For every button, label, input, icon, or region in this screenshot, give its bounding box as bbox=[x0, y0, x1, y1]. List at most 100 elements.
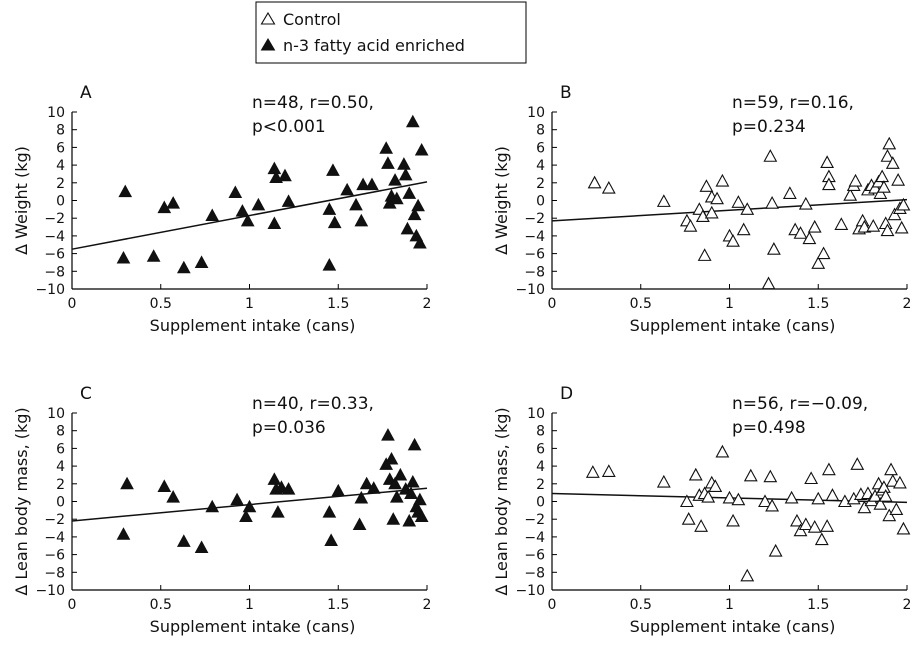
panel-a-data-point bbox=[251, 197, 266, 211]
panel-a-data-point bbox=[176, 260, 191, 274]
panel-b-y-tick-label: 10 bbox=[527, 105, 545, 121]
panel-d-data-point bbox=[804, 471, 819, 485]
panel-a-stat-line-1: n=48, r=0.50, bbox=[252, 93, 374, 113]
panel-a-data-point bbox=[411, 198, 425, 212]
panel-d-data-point bbox=[868, 489, 882, 502]
panel-a-regression-line bbox=[71, 181, 428, 250]
panel-d-data-point bbox=[601, 464, 616, 477]
panel-b-x-tick-label: 0 bbox=[548, 296, 557, 312]
panel-b-data-point bbox=[843, 188, 858, 201]
panel-b-y-axis-title: Δ Weight (kg) bbox=[492, 146, 511, 255]
panel-b-data-point bbox=[807, 219, 822, 233]
panel-d-data-point bbox=[814, 532, 829, 546]
panel-a-y-tick-label: 10 bbox=[47, 105, 65, 121]
panel-a-data-point bbox=[379, 141, 394, 154]
panel-d-data-point bbox=[820, 519, 835, 532]
panel-b-data-point bbox=[683, 219, 698, 232]
panel-c-data-point bbox=[116, 527, 131, 540]
panel-c-y-tick-label: 8 bbox=[56, 424, 65, 440]
panel-a-x-axis-title: Supplement intake (cans) bbox=[150, 316, 356, 335]
panel-a-data-point bbox=[356, 177, 370, 191]
panel-a-y-axis-title: Δ Weight (kg) bbox=[12, 146, 31, 255]
panel-d-data-point bbox=[694, 519, 709, 532]
panel-b-data-point bbox=[761, 276, 776, 290]
panel-a-data-point bbox=[349, 197, 363, 211]
panel-b-x-tick-label: 1.5 bbox=[807, 296, 829, 312]
panel-b-data-point bbox=[876, 180, 891, 193]
panel-b-stat-line-1: n=59, r=0.16, bbox=[732, 93, 854, 113]
panel-b-y-tick-label: −8 bbox=[524, 264, 545, 280]
panel-c-x-axis-title: Supplement intake (cans) bbox=[150, 617, 356, 636]
panel-d-data-point bbox=[681, 512, 696, 525]
panel-b-data-point bbox=[802, 231, 817, 245]
panel-a-x-tick-label: 0 bbox=[68, 296, 77, 312]
panel-a-y-tick-label: −6 bbox=[44, 247, 65, 263]
panel-d-data-point bbox=[798, 517, 813, 531]
panel-a-data-point bbox=[281, 194, 296, 207]
panel-c-data-point bbox=[194, 540, 209, 554]
panel-d-data-point bbox=[688, 467, 703, 481]
panel-d-data-point bbox=[892, 475, 907, 489]
panel-b-data-point bbox=[710, 191, 725, 205]
panel-d-y-tick-label: −8 bbox=[524, 565, 545, 581]
panel-c-data-point bbox=[381, 428, 395, 441]
panel-a-data-point bbox=[405, 114, 420, 128]
panel-b-y-tick-label: 4 bbox=[536, 158, 545, 174]
panel-a-y-tick-label: −8 bbox=[44, 264, 65, 280]
panel-d-data-point bbox=[715, 444, 730, 458]
panel-d-y-tick-label: −2 bbox=[524, 512, 545, 528]
panel-c-data-point bbox=[166, 490, 181, 503]
panel-c-data-point bbox=[230, 492, 244, 506]
panel-d-y-tick-label: 10 bbox=[527, 406, 545, 422]
panel-c-data-point bbox=[331, 483, 346, 497]
panel-a-data-point bbox=[407, 207, 422, 221]
panel-a-data-point bbox=[146, 249, 161, 262]
panel-d-data-point bbox=[656, 474, 671, 488]
panel-d-data-point bbox=[701, 489, 716, 503]
panel-b-data-point bbox=[601, 180, 616, 194]
panel-b-data-point bbox=[793, 226, 808, 239]
panel-a-data-point bbox=[322, 202, 337, 215]
panel-c-data-point bbox=[267, 472, 282, 485]
panel-c-data-point bbox=[366, 481, 381, 494]
panel-b-data-point bbox=[885, 156, 900, 169]
panel-d-stat-line-1: n=56, r=−0.09, bbox=[732, 394, 868, 414]
panel-d-y-tick-label: −4 bbox=[524, 530, 545, 546]
panel-d-y-tick-label: 2 bbox=[536, 477, 545, 493]
panel-d-x-tick-label: 1 bbox=[725, 597, 734, 613]
panel-c-y-tick-label: −6 bbox=[44, 548, 65, 564]
panel-a-data-point bbox=[267, 161, 282, 175]
panel-b-data-point bbox=[866, 219, 881, 232]
panel-b-data-point bbox=[695, 209, 710, 222]
panel-b-data-point bbox=[656, 194, 671, 207]
panel-c-data-point bbox=[404, 486, 418, 500]
panel-c-data-point bbox=[324, 533, 338, 546]
panel-a-y-tick-label: −2 bbox=[44, 211, 65, 227]
panel-c-data-point bbox=[205, 499, 220, 513]
panel-d-x-tick-label: 0 bbox=[548, 597, 557, 613]
panel-d-data-point bbox=[857, 500, 872, 514]
panel-b-data-point bbox=[816, 246, 831, 260]
panel-c-y-axis-title: Δ Lean body mass, (kg) bbox=[12, 407, 31, 595]
panel-a-data-point bbox=[389, 191, 404, 205]
panel-a-x-tick-label: 0.5 bbox=[150, 296, 172, 312]
panel-c-data-point bbox=[402, 513, 417, 527]
panel-a-data-point bbox=[327, 215, 342, 229]
panel-a-data-point bbox=[388, 173, 402, 186]
panel-a-data-point bbox=[398, 167, 413, 181]
panel-c-data-point bbox=[242, 499, 257, 513]
panel-c-y-tick-label: 6 bbox=[56, 441, 65, 457]
panel-d-data-point bbox=[740, 568, 755, 582]
panel-c-y-tick-label: −4 bbox=[44, 530, 65, 546]
panel-d-x-tick-label: 2 bbox=[903, 597, 912, 613]
panel-b-data-point bbox=[736, 222, 751, 236]
panel-b-y-tick-label: −2 bbox=[524, 211, 545, 227]
panel-a-stat-line-2: p<0.001 bbox=[252, 117, 326, 137]
panel-c-data-point bbox=[359, 476, 374, 490]
panel-a-data-point bbox=[340, 182, 354, 196]
panel-c-y-tick-label: 0 bbox=[56, 495, 65, 511]
panel-b-data-point bbox=[882, 136, 897, 150]
panel-c-data-point bbox=[239, 509, 253, 523]
